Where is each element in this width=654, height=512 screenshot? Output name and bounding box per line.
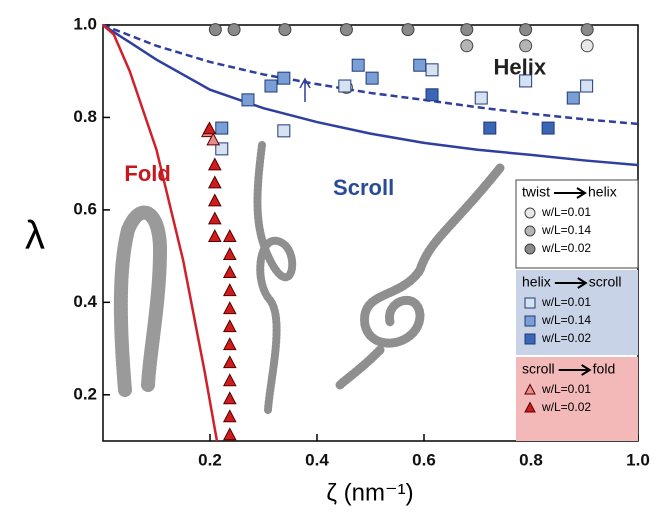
point	[581, 24, 593, 36]
legend-marker	[525, 298, 535, 308]
point	[581, 80, 593, 92]
x-tick-label: 0.4	[305, 450, 329, 469]
point	[224, 284, 236, 295]
chart: ζ (nm⁻¹) λ 0.2 0.4 0.6 0.8 1.0 0.2 0.4 0.6 0.8 1.…	[0, 0, 654, 512]
legend-label: w/L=0.02	[541, 241, 591, 255]
point	[209, 230, 221, 241]
y-tick-label: 1.0	[73, 14, 97, 33]
annotation: Fold	[124, 161, 170, 186]
y-tick-label: 0.2	[73, 384, 97, 403]
y-tick-label: 0.4	[73, 292, 97, 311]
point	[224, 374, 236, 385]
point	[278, 72, 290, 84]
point	[426, 89, 438, 101]
point	[265, 80, 277, 92]
y-tick-label: 0.8	[73, 107, 97, 126]
point	[209, 195, 221, 206]
y-axis-label: λ	[25, 214, 45, 258]
point	[242, 94, 254, 106]
point	[339, 80, 351, 92]
legend-marker	[525, 226, 535, 236]
point	[224, 410, 236, 421]
y-tick-label: 0.6	[73, 199, 97, 218]
legend-title: twist	[522, 184, 550, 200]
point	[224, 428, 236, 439]
point	[366, 72, 378, 84]
x-tick-label: 0.2	[198, 450, 222, 469]
point	[228, 24, 240, 36]
point	[209, 213, 221, 224]
legend-marker	[525, 316, 535, 326]
point	[567, 92, 579, 104]
legend-title: helix	[522, 274, 551, 290]
point	[484, 122, 496, 134]
point	[224, 356, 236, 367]
legend-title: helix	[588, 184, 617, 200]
point	[352, 59, 364, 71]
point	[402, 24, 414, 36]
point	[542, 122, 554, 134]
point	[278, 125, 290, 137]
legend-label: w/L=0.02	[541, 331, 591, 345]
point	[414, 59, 426, 71]
point	[224, 266, 236, 277]
point	[520, 40, 532, 52]
legend-marker	[525, 208, 535, 218]
point	[340, 24, 352, 36]
x-tick-label: 1.0	[626, 450, 650, 469]
annotation: Scroll	[333, 175, 394, 200]
point	[224, 392, 236, 403]
legend-label: w/L=0.01	[541, 205, 591, 219]
point	[461, 24, 473, 36]
point	[224, 248, 236, 259]
point	[203, 122, 215, 133]
legend-title: scroll	[589, 274, 622, 290]
scroll-ribbon	[340, 168, 500, 385]
legend-title: fold	[593, 361, 616, 377]
legend-label: w/L=0.02	[541, 400, 591, 414]
point	[209, 158, 221, 169]
fold-ribbon	[121, 213, 160, 390]
ribbon-illustrations	[121, 145, 500, 410]
point	[426, 64, 438, 76]
x-tick-label: 0.8	[519, 450, 543, 469]
point	[216, 122, 228, 134]
point	[224, 338, 236, 349]
legend-marker	[525, 334, 535, 344]
legend-label: w/L=0.01	[541, 295, 591, 309]
point	[209, 24, 221, 36]
point	[581, 40, 593, 52]
point	[279, 24, 291, 36]
point	[224, 320, 236, 331]
x-axis-label: ζ (nm⁻¹)	[326, 479, 413, 506]
point	[520, 24, 532, 36]
point	[461, 40, 473, 52]
legend-label: w/L=0.01	[541, 382, 591, 396]
point	[224, 230, 236, 241]
point	[209, 176, 221, 187]
x-tick-label: 0.6	[412, 450, 436, 469]
legend-title: scroll	[522, 361, 555, 377]
legend-label: w/L=0.14	[541, 313, 591, 327]
scroll-ribbon	[257, 145, 292, 410]
point	[475, 92, 487, 104]
legend-label: w/L=0.14	[541, 223, 591, 237]
point	[224, 302, 236, 313]
curve	[103, 25, 638, 165]
legend-marker	[525, 244, 535, 254]
annotation: Helix	[494, 55, 547, 80]
